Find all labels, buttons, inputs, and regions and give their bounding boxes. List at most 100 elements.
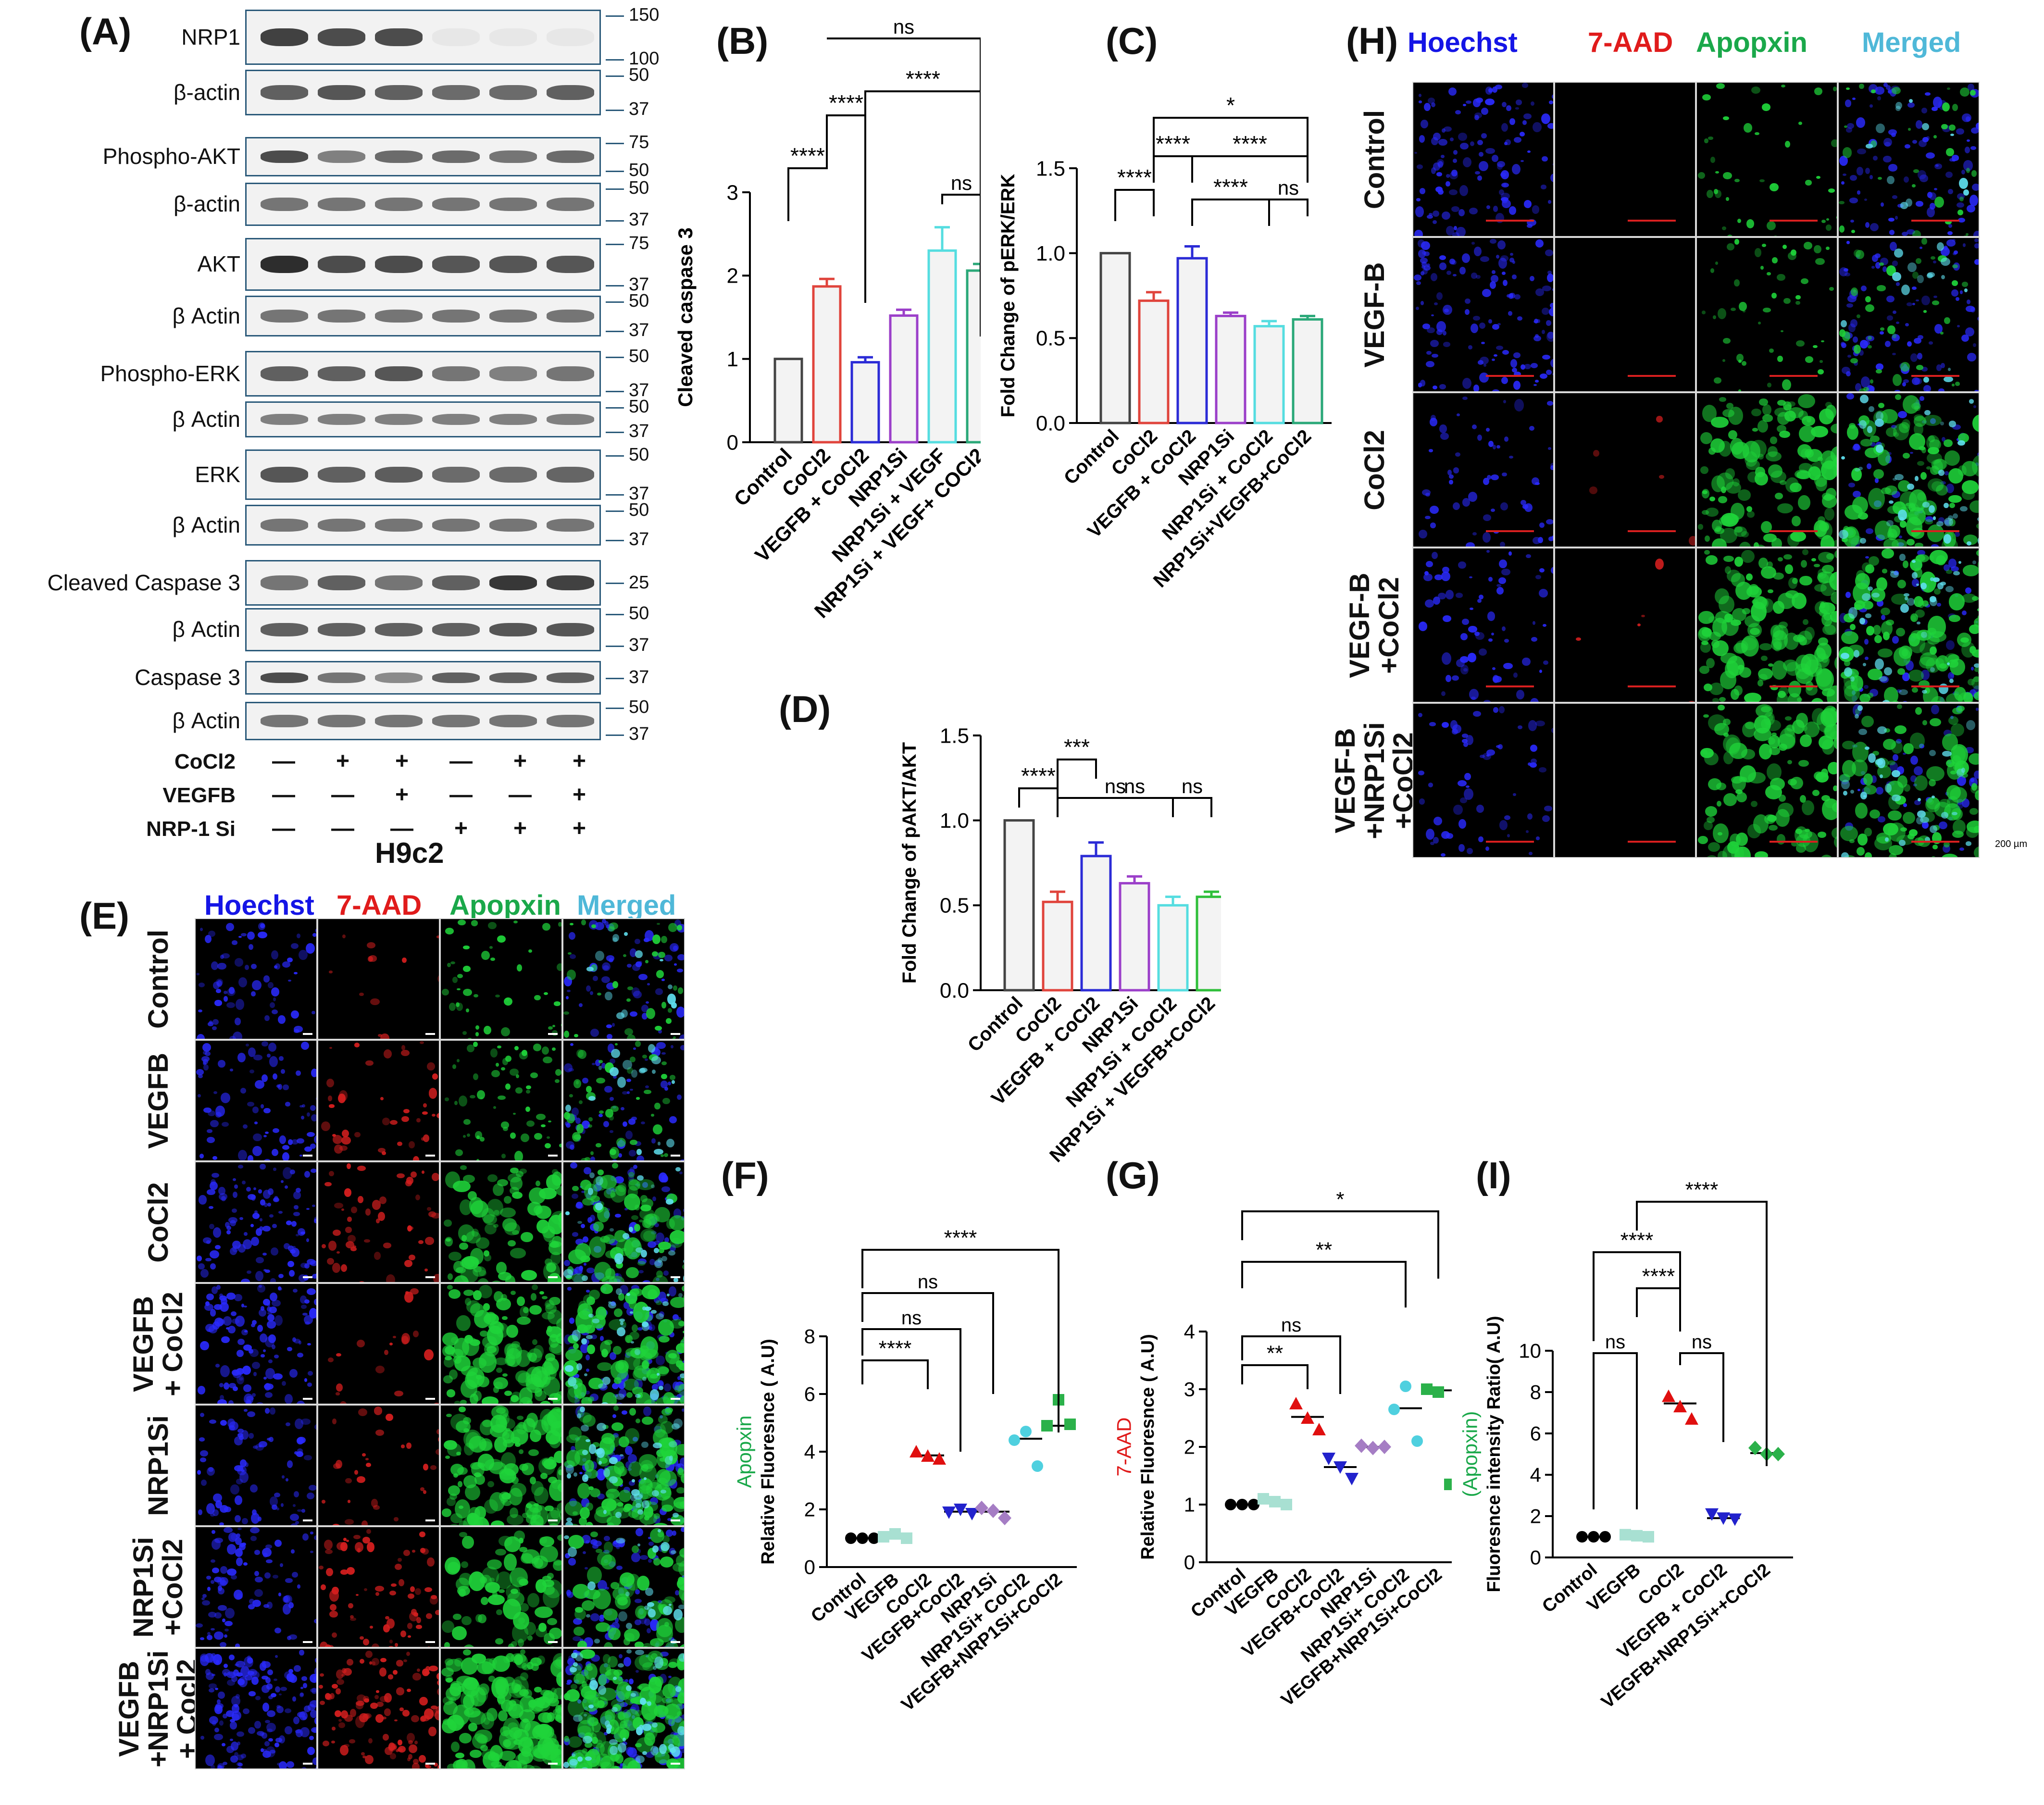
blot-label-7: β Actin <box>172 406 240 432</box>
cell-signal <box>1802 416 1815 426</box>
cell-signal <box>336 1688 341 1694</box>
cell-signal <box>672 1423 680 1430</box>
cell-signal <box>1909 99 1913 103</box>
cell-signal <box>637 1261 646 1266</box>
cell-signal <box>461 1256 479 1270</box>
data-point <box>1673 1400 1687 1412</box>
cell-signal <box>539 1401 552 1405</box>
scale-bar <box>671 1763 680 1765</box>
cell-signal <box>272 1224 277 1228</box>
mw-marker: 50 <box>629 697 649 718</box>
treatment-label-1: VEGFB <box>162 784 236 808</box>
cell-signal <box>1915 476 1919 481</box>
cell-signal <box>613 1677 617 1680</box>
cell-signal <box>564 1535 569 1539</box>
cell-signal <box>1854 249 1861 258</box>
blot-band <box>318 198 365 212</box>
blot-band <box>432 28 480 46</box>
cell-signal <box>1859 388 1866 392</box>
cell-signal <box>612 937 618 943</box>
cell-signal <box>630 1167 634 1172</box>
cell-signal <box>1777 274 1785 281</box>
cell-signal <box>673 985 677 991</box>
cell-signal <box>291 943 299 949</box>
cell-signal <box>565 1365 573 1371</box>
cell-signal <box>610 1746 617 1755</box>
cell-signal <box>604 1542 613 1553</box>
blot-band <box>318 623 365 637</box>
cell-signal <box>237 1350 244 1357</box>
cell-signal <box>659 1336 670 1343</box>
cell-signal <box>408 1635 411 1637</box>
scale-bar <box>1628 375 1676 377</box>
cell-signal <box>1497 161 1505 167</box>
cell-signal <box>1533 336 1542 342</box>
cell-signal <box>1705 535 1710 542</box>
cell-signal <box>497 1046 501 1048</box>
cell-signal <box>456 1003 462 1011</box>
blot-band <box>261 467 308 483</box>
cell-signal <box>463 946 470 950</box>
cell-signal <box>304 1455 312 1460</box>
cell-signal <box>1811 698 1824 703</box>
cell-signal <box>251 1513 260 1524</box>
cell-signal <box>581 1158 588 1161</box>
cell-signal <box>1469 208 1478 214</box>
cell-signal <box>1479 595 1483 599</box>
cell-signal <box>1747 511 1754 518</box>
cell-signal <box>259 1226 263 1231</box>
cell-signal <box>1441 691 1446 696</box>
cell-signal <box>340 1569 348 1575</box>
cell-signal <box>1813 345 1818 349</box>
channel-header-1: 7-AAD <box>337 889 422 921</box>
cell-signal <box>247 932 254 940</box>
cell-signal <box>310 1144 316 1149</box>
cell-signal <box>1852 98 1856 100</box>
mw-marker: 50 <box>629 445 649 465</box>
cell-signal <box>598 1685 606 1695</box>
cell-signal <box>656 1300 662 1305</box>
cell-signal <box>623 1738 626 1742</box>
cell-signal <box>1524 200 1532 208</box>
cell-signal <box>444 1357 454 1367</box>
cell-signal <box>1848 483 1855 487</box>
cell-signal <box>256 1257 264 1263</box>
cell-signal <box>326 1079 334 1087</box>
cell-signal <box>631 1553 640 1562</box>
cell-signal <box>549 1344 562 1354</box>
cell-signal <box>374 1695 379 1700</box>
cell-signal <box>670 1297 685 1308</box>
blot-image-7 <box>245 401 601 437</box>
scale-bar <box>1770 220 1818 222</box>
cell-signal <box>680 1501 685 1507</box>
cell-signal <box>581 920 586 925</box>
cell-signal <box>1479 323 1486 329</box>
cell-signal <box>208 931 215 937</box>
cell-signal <box>354 1470 358 1475</box>
cell-signal <box>1419 94 1421 97</box>
cell-signal <box>1903 395 1920 414</box>
cell-signal <box>1907 341 1912 347</box>
blot-band <box>261 28 308 46</box>
cell-signal <box>293 1191 301 1199</box>
cell-signal <box>518 1639 524 1647</box>
cell-signal <box>630 1089 633 1091</box>
cell-signal <box>597 1362 612 1371</box>
cell-signal <box>1520 132 1525 137</box>
data-point <box>1411 1435 1423 1447</box>
scale-bar <box>548 1641 558 1643</box>
significance-label: ns <box>1182 775 1203 797</box>
cell-signal <box>1818 552 1834 562</box>
y-tick-label: 0 <box>727 431 738 454</box>
cell-signal <box>198 1094 201 1097</box>
cell-signal <box>1714 377 1721 384</box>
cell-signal <box>1535 380 1539 382</box>
cell-signal <box>615 1214 621 1218</box>
cell-signal <box>294 1665 300 1672</box>
cell-signal <box>322 1500 326 1504</box>
cell-signal <box>356 1701 364 1706</box>
cell-signal <box>661 1186 671 1192</box>
cell-signal <box>563 1011 569 1015</box>
cell-signal <box>1927 524 1944 542</box>
significance-bracket <box>1058 798 1211 817</box>
